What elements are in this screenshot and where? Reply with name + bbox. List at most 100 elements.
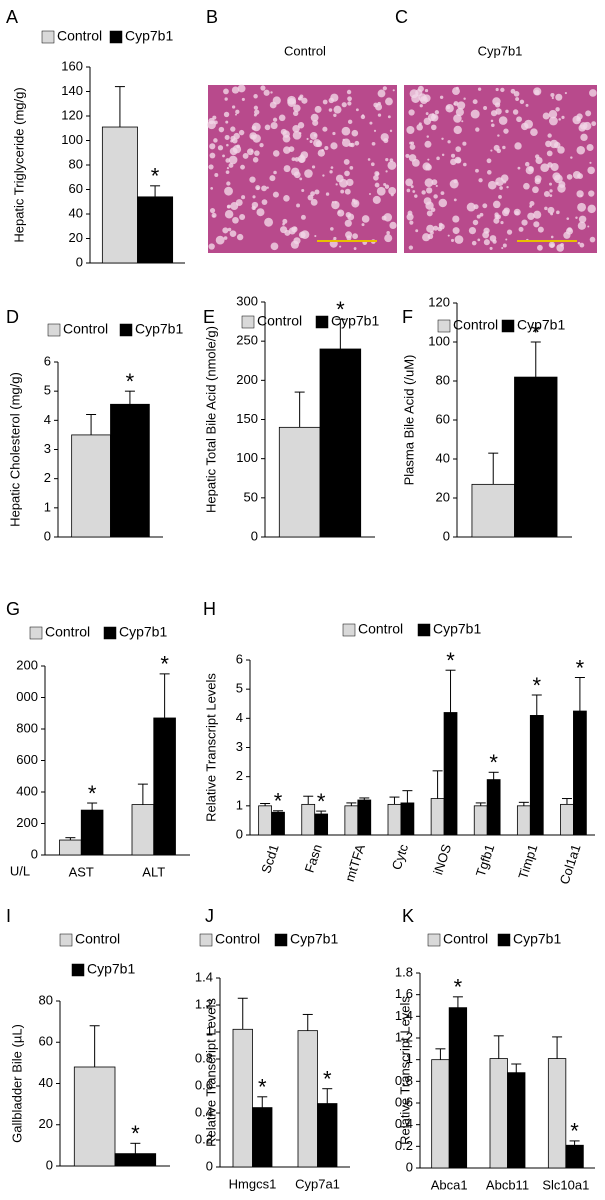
vacuole: [232, 216, 239, 224]
vacuole: [426, 210, 433, 217]
vacuole: [502, 145, 506, 150]
vacuole: [324, 145, 329, 151]
vacuole: [387, 115, 391, 119]
vacuole: [409, 220, 414, 225]
vacuole: [502, 243, 507, 248]
y-tick-label: 120: [428, 294, 450, 309]
vacuole: [306, 137, 309, 141]
vacuole: [231, 105, 236, 109]
vacuole: [555, 107, 560, 112]
y-tick-label: 0: [443, 528, 450, 543]
y-tick-label: 0.2: [195, 1131, 213, 1146]
vacuole: [297, 97, 301, 101]
y-tick-label: 1: [236, 797, 243, 812]
vacuole: [549, 189, 553, 193]
vacuole: [466, 202, 476, 212]
vacuole: [588, 190, 595, 197]
y-tick-label: 160: [61, 58, 83, 73]
vacuole: [254, 150, 260, 156]
vacuole: [437, 226, 443, 232]
bar: [560, 803, 574, 836]
legend-swatch: [427, 933, 441, 947]
vacuole: [383, 213, 393, 222]
vacuole: [482, 231, 490, 239]
vacuole: [293, 104, 301, 113]
y-tick-label: 2: [44, 470, 51, 485]
error-bar: [432, 770, 443, 799]
vacuole: [586, 143, 594, 152]
bar: [489, 1058, 508, 1169]
legend-swatch: [109, 30, 123, 44]
vacuole: [238, 129, 245, 136]
vacuole: [292, 124, 300, 133]
bar: [319, 348, 362, 538]
vacuole: [259, 143, 264, 148]
vacuole: [547, 206, 555, 214]
vacuole: [453, 125, 462, 135]
vacuole: [579, 122, 588, 130]
vacuole: [490, 149, 493, 152]
vacuole: [564, 91, 567, 95]
vacuole: [351, 129, 359, 137]
vacuole: [492, 200, 501, 209]
bar: [314, 813, 329, 836]
panel-title: Cyp7b1: [478, 43, 523, 58]
vacuole: [300, 230, 310, 239]
vacuole: [445, 103, 454, 113]
vacuole: [472, 99, 478, 105]
legend-swatch: [501, 319, 515, 333]
y-axis-label: Hepatic Triglyceride (mg/g): [11, 87, 26, 242]
vacuole: [347, 213, 355, 221]
vacuole: [547, 133, 552, 138]
vacuole: [217, 145, 224, 151]
x-tick-label: mtTFA: [342, 842, 368, 883]
vacuole: [341, 102, 347, 108]
vacuole: [532, 186, 539, 194]
y-tick-label: 0.6: [195, 1077, 213, 1092]
vacuole: [385, 97, 393, 106]
vacuole: [330, 142, 338, 150]
y-tick-label: 20: [436, 489, 450, 504]
vacuole: [321, 148, 324, 152]
vacuole: [589, 236, 596, 243]
vacuole: [425, 201, 434, 210]
vacuole: [453, 114, 462, 123]
panel-letter: K: [402, 906, 414, 926]
vacuole: [314, 189, 320, 195]
y-tick-label: 2: [236, 768, 243, 783]
vacuole: [454, 156, 462, 164]
vacuole: [387, 160, 397, 170]
significance-marker: *: [274, 789, 283, 814]
vacuole: [514, 142, 522, 150]
vacuole: [322, 99, 328, 105]
vacuole: [293, 171, 301, 179]
significance-marker: *: [533, 673, 542, 698]
vacuole: [550, 212, 554, 216]
vacuole: [566, 217, 570, 220]
vacuole: [347, 96, 352, 102]
vacuole: [313, 133, 317, 137]
error-bar: [89, 1025, 100, 1067]
vacuole: [405, 178, 414, 187]
vacuole: [280, 226, 288, 234]
vacuole: [556, 210, 560, 215]
y-tick-label: 400: [16, 783, 38, 798]
vacuole: [301, 188, 305, 192]
significance-marker: *: [454, 975, 463, 1000]
vacuole: [548, 109, 558, 119]
error-bar: [518, 801, 529, 806]
y-tick-label: 100: [61, 132, 83, 147]
vacuole: [501, 246, 504, 250]
significance-marker: *: [576, 655, 585, 680]
legend-label: Cyp7b1: [517, 317, 565, 333]
legend-label: Cyp7b1: [87, 961, 135, 977]
significance-marker: *: [131, 1121, 140, 1146]
y-tick-label: 4: [236, 710, 243, 725]
error-bar: [273, 810, 284, 813]
y-tick-label: 1: [206, 1023, 213, 1038]
y-tick-label: 80: [39, 992, 53, 1007]
vacuole: [344, 219, 352, 227]
vacuole: [208, 243, 215, 250]
vacuole: [226, 181, 231, 186]
legend-label: Cyp7b1: [119, 624, 167, 640]
